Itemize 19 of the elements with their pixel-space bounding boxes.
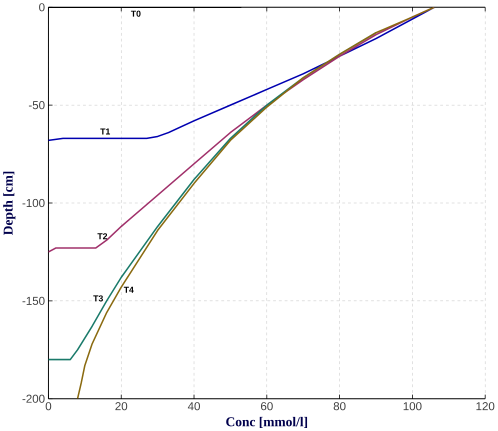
x-tick-label: 40 [188, 402, 200, 410]
y-axis-title: Depth [cm] [3, 172, 16, 235]
legend-label: T0 [130, 10, 141, 17]
x-tick-label: 120 [476, 402, 494, 410]
x-tick-label: 0 [46, 402, 52, 410]
x-tick-label: 60 [260, 402, 273, 410]
x-axis-title: Conc [mmol/l] [226, 416, 308, 428]
y-tick-label: -100 [22, 198, 45, 207]
x-tick-label: 100 [404, 402, 422, 410]
x-tick-label: 20 [115, 402, 128, 410]
series-label: T3 [93, 295, 103, 302]
y-tick-label: 0 [39, 3, 45, 12]
y-tick-label: -50 [28, 100, 45, 110]
x-tick-label: 80 [334, 402, 346, 410]
y-tick-label: -200 [22, 394, 45, 403]
series-label: T1 [100, 128, 110, 134]
series-label: T4 [124, 286, 134, 293]
series-label: T2 [97, 233, 108, 240]
y-tick-label: -150 [22, 296, 45, 305]
